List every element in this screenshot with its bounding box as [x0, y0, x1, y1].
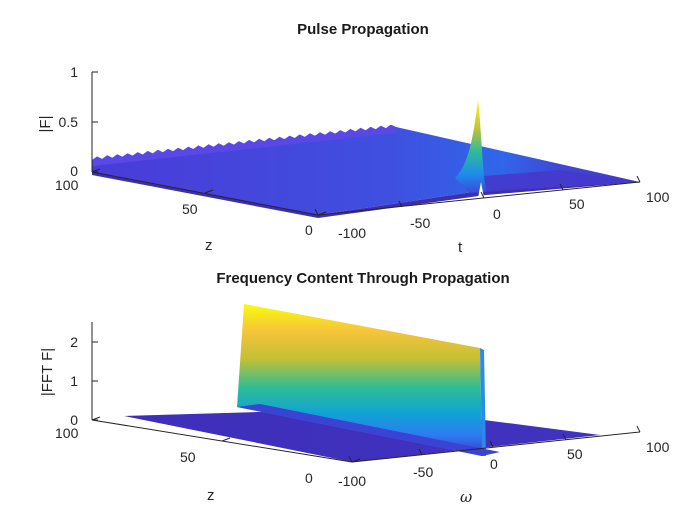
x-tick: -100 [338, 473, 366, 489]
subplot-pulse-propagation: Pulse Propagation 1 0.5 0 |F| [37, 21, 670, 256]
y-axis-label: z [207, 487, 215, 504]
surface-peak [455, 100, 487, 193]
y-axis-label: z [205, 237, 213, 254]
z-axis: 2 1 0 |FFT F| [39, 322, 98, 428]
y-tick: 0 [305, 470, 313, 486]
z-axis-label: |F| [37, 116, 54, 133]
x-tick: 50 [569, 196, 585, 212]
z-axis: 1 0.5 0 |F| [37, 64, 98, 179]
z-tick: 1 [70, 64, 78, 80]
x-tick: -50 [410, 215, 430, 231]
subplot-frequency-content: Frequency Content Through Propagation 2 … [39, 270, 670, 506]
surface-ripple-edge [92, 124, 396, 166]
x-tick: -50 [413, 464, 433, 480]
surface-front-face [92, 172, 640, 218]
chart-title: Pulse Propagation [297, 21, 429, 38]
x-tick: 100 [646, 189, 670, 205]
y-tick: 0 [305, 222, 313, 238]
surface-ridge-edge [480, 348, 486, 456]
x-tick: 0 [493, 206, 501, 222]
z-tick: 1 [70, 373, 78, 389]
y-tick: 100 [55, 425, 79, 441]
y-tick: 100 [55, 177, 79, 193]
y-axis: 100 50 0 z [55, 416, 361, 504]
x-tick: 0 [490, 456, 498, 472]
surface-ridge-base [237, 404, 500, 456]
y-axis: 100 50 0 z [55, 168, 327, 254]
surface-spectrum [124, 304, 600, 462]
x-axis-label: t [458, 239, 463, 256]
z-tick: 0.5 [59, 114, 79, 130]
surface-right-wing [484, 170, 640, 192]
surface-pulse [92, 100, 640, 218]
x-tick: -100 [338, 225, 366, 241]
y-tick: 50 [180, 449, 196, 465]
z-axis-label: |FFT F| [39, 348, 56, 396]
x-tick: 50 [567, 446, 583, 462]
x-tick: 100 [646, 439, 670, 455]
surface-edge-ripple [92, 124, 396, 166]
x-axis: -100 -50 0 50 100 ω [338, 425, 670, 506]
z-tick: 2 [70, 334, 78, 350]
z-tick: 0 [70, 412, 78, 428]
x-axis: -100 -50 0 50 100 t [314, 175, 670, 256]
x-axis-label: ω [460, 488, 472, 506]
y-tick: 50 [182, 201, 198, 217]
z-tick: 0 [70, 163, 78, 179]
chart-title: Frequency Content Through Propagation [216, 270, 509, 287]
